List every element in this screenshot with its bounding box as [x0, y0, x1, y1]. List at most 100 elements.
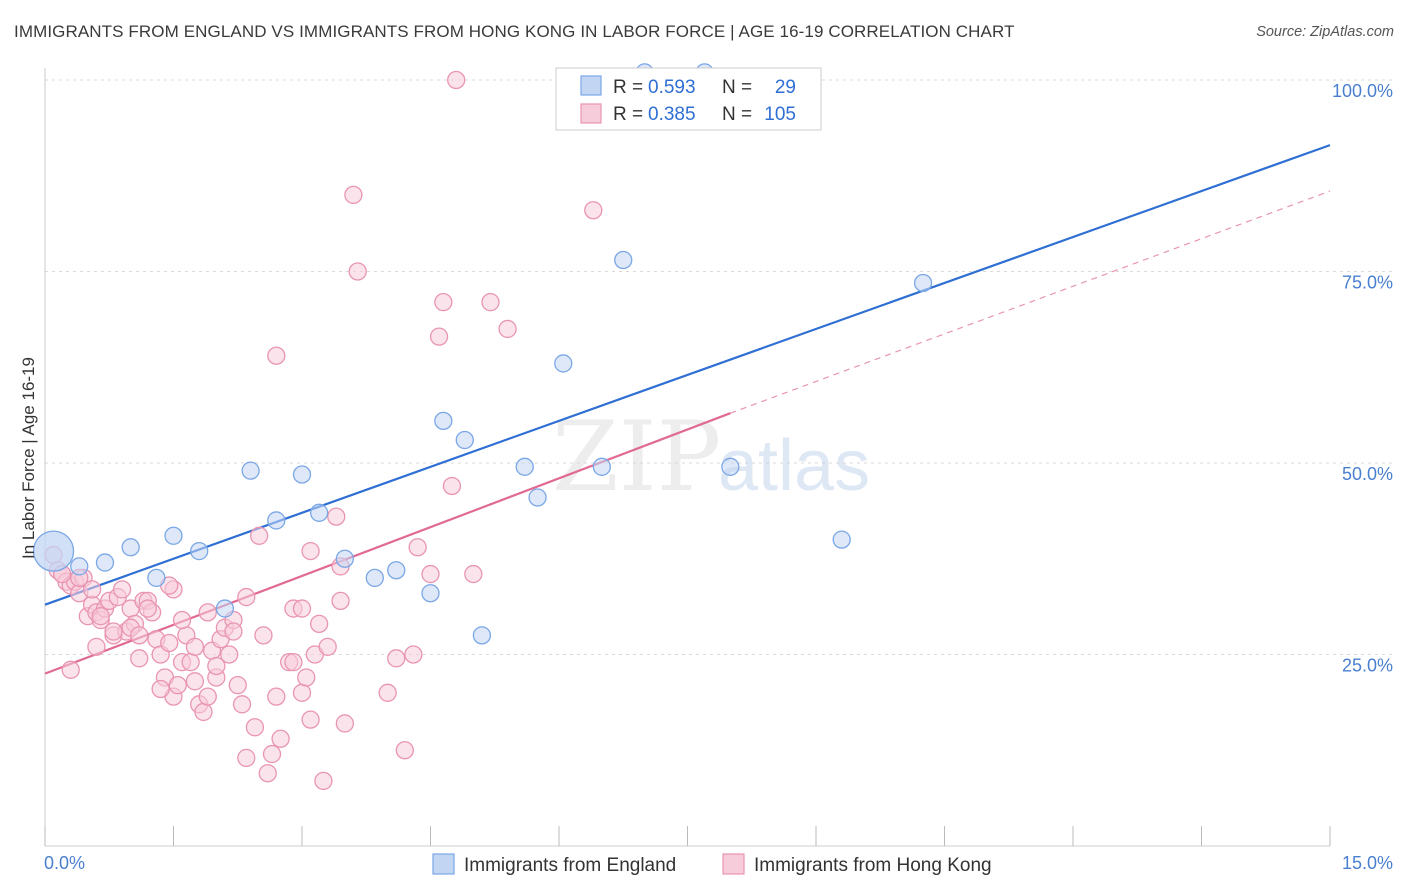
hongkong-point — [130, 626, 149, 645]
hongkong-point — [318, 637, 337, 656]
hongkong-point — [584, 201, 603, 220]
hongkong-point — [404, 645, 423, 664]
hongkong-point — [335, 714, 354, 733]
hongkong-point — [331, 591, 350, 611]
hongkong-point — [237, 748, 256, 768]
hongkong-point — [408, 538, 427, 557]
england-point — [515, 457, 534, 476]
england-point — [721, 457, 740, 476]
hongkong-legend-swatch — [580, 103, 602, 124]
x-tick-label: 15.0% — [1342, 853, 1393, 873]
hongkong-n-value: 105 — [764, 104, 796, 125]
hongkong-trend-extension — [730, 190, 1331, 414]
hongkong-point — [267, 346, 286, 365]
england-point — [614, 250, 633, 270]
hongkong-point — [232, 695, 252, 714]
england-point — [913, 273, 933, 293]
watermark-atlas: atlas — [718, 426, 870, 506]
hongkong-point — [220, 645, 239, 664]
hongkong-point — [348, 262, 367, 281]
england-point — [528, 488, 547, 507]
hongkong-point — [254, 626, 273, 645]
y-tick-labels: 25.0% 50.0% 75.0% 100.0% — [1332, 81, 1393, 676]
hongkong-n-label: N = — [722, 104, 752, 125]
hongkong-point — [292, 683, 312, 702]
england-point — [434, 411, 453, 431]
england-point — [335, 549, 354, 568]
england-r-label: R = — [613, 77, 643, 98]
watermark: ZIP atlas — [552, 401, 870, 513]
legend-swatch-hongkong — [722, 853, 745, 875]
y-axis-title: In Labor Force | Age 16-19 — [19, 357, 38, 559]
hongkong-point — [309, 614, 329, 634]
hongkong-point — [245, 718, 265, 737]
hongkong-point — [378, 683, 397, 702]
hongkong-point — [434, 292, 453, 312]
england-point — [421, 584, 440, 603]
hongkong-point — [271, 729, 290, 748]
hongkong-point — [237, 587, 256, 607]
hongkong-point — [185, 672, 205, 691]
hongkong-point — [301, 541, 320, 561]
hongkong-point — [250, 526, 269, 545]
hongkong-point — [301, 710, 320, 729]
england-point — [387, 561, 406, 580]
hongkong-point — [387, 649, 406, 668]
hongkong-point — [198, 687, 217, 706]
hongkong-point — [194, 702, 213, 722]
hongkong-point — [82, 580, 102, 599]
watermark-zip: ZIP — [552, 401, 721, 513]
axes — [44, 68, 1331, 847]
hongkong-point — [138, 599, 157, 618]
england-trend-line — [44, 144, 1331, 606]
hongkong-point — [481, 292, 500, 312]
england-point — [472, 626, 492, 645]
england-point — [147, 568, 166, 588]
england-point — [164, 526, 183, 545]
source-credit: Source: ZipAtlas.com — [1256, 24, 1394, 40]
hongkong-point — [224, 622, 243, 641]
hongkong-point — [87, 637, 106, 656]
hongkong-point — [421, 564, 440, 584]
legend-label-england: Immigrants from England — [464, 855, 676, 876]
hongkong-point — [498, 319, 517, 339]
england-n-label: N = — [722, 77, 752, 98]
england-n-value: 29 — [775, 77, 796, 98]
hongkong-trend-line — [44, 412, 731, 675]
grid-lines — [45, 79, 1392, 655]
england-r-value: 0.593 — [648, 77, 696, 98]
hongkong-point — [198, 603, 217, 622]
legend-label-hongkong: Immigrants from Hong Kong — [754, 855, 992, 876]
hongkong-point — [172, 610, 192, 630]
england-point — [365, 568, 384, 588]
hongkong-point — [104, 622, 123, 641]
chart-title: IMMIGRANTS FROM ENGLAND VS IMMIGRANTS FR… — [14, 22, 1015, 41]
england-point — [309, 503, 329, 522]
y-tick-label: 100.0% — [1332, 81, 1393, 101]
england-point — [455, 430, 474, 450]
england-point — [292, 465, 312, 484]
stats-legend: R = 0.593 N = 29 R = 0.385 N = 105 — [555, 67, 822, 131]
hongkong-point — [314, 771, 333, 791]
y-tick-label: 25.0% — [1342, 656, 1393, 676]
england-point — [832, 530, 851, 549]
england-point — [32, 530, 75, 572]
data-points — [32, 63, 933, 791]
hongkong-point — [207, 656, 226, 676]
hongkong-point — [258, 764, 277, 783]
england-point — [554, 354, 573, 373]
x-tick-label: 0.0% — [44, 853, 85, 873]
hongkong-point — [112, 580, 132, 599]
hongkong-point — [262, 744, 282, 764]
hongkong-point — [447, 70, 466, 90]
hongkong-point — [91, 607, 110, 626]
hongkong-point — [228, 675, 247, 695]
england-point — [215, 599, 235, 618]
england-point — [70, 557, 89, 576]
y-tick-label: 50.0% — [1342, 464, 1393, 484]
hongkong-point — [168, 675, 187, 695]
hongkong-point — [344, 185, 363, 205]
england-point — [95, 553, 115, 572]
england-point — [241, 461, 260, 480]
england-legend-swatch — [580, 75, 602, 96]
